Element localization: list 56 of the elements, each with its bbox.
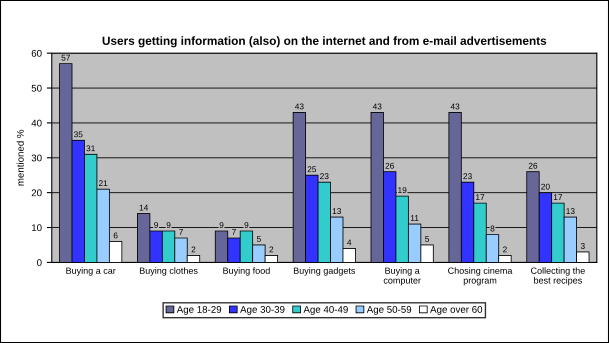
y-tick-label: 40 [31,120,42,127]
data-label: 14 [140,204,148,210]
y-tick-label: 20 [32,189,42,196]
data-label: 43 [372,104,382,110]
data-label: 35 [74,131,83,138]
data-label: 43 [450,104,460,110]
data-label: 5 [425,236,430,242]
x-tick-label: Buying a computer [384,267,421,286]
data-label: 4 [347,240,352,246]
x-tick-label: Buying gadgets [294,267,356,276]
y-tick-label: 10 [32,224,42,232]
x-tick-label: Buying clothes [140,267,198,276]
data-label: 3 [580,242,585,249]
y-tick-label: 60 [32,50,42,57]
data-label: 13 [332,208,342,214]
data-label: 26 [528,162,538,169]
x-tick-label: Collecting the best recipes [530,267,585,286]
legend-label: Age 18-29 [176,306,222,315]
data-label: 13 [566,208,575,214]
y-tick-label: 50 [32,84,42,92]
y-axis-title: mentioned % [16,130,24,186]
data-label: 2 [503,246,507,252]
data-label: 43 [294,104,304,110]
x-tick-label: Chosing cinema program [448,267,512,286]
data-label: 2 [269,246,274,252]
data-label: 9 [154,222,158,228]
data-label: 11 [410,215,419,221]
x-tick-label: Buying food [223,267,270,276]
legend-label: Age 50-59 [366,306,412,315]
data-label: 6 [114,232,118,238]
data-label: 21 [98,180,108,186]
legend-label: Age over 60 [430,306,482,315]
data-label: 7 [232,229,236,235]
y-tick-label: 0 [37,259,42,266]
data-label: 25 [308,166,316,172]
y-tick-label: 30 [32,154,42,162]
data-label: 31 [86,145,95,152]
legend-label: Age 40-49 [303,306,348,315]
legend-label: Age 30-39 [240,306,284,315]
data-label: 17 [476,194,484,200]
data-label: 9 [244,222,248,228]
data-label: 2 [192,246,196,252]
data-label: 23 [320,173,329,180]
data-label: 23 [463,173,472,180]
data-label: 57 [61,54,70,61]
chart-title: Users getting information (also) on the internet and from e-mail advertisements [102,36,546,48]
data-label: 8 [490,226,494,232]
x-tick-label: Buying a car [66,267,116,276]
data-label: 20 [541,184,550,190]
data-label: 9 [166,222,170,228]
data-label: 26 [385,162,394,169]
data-label: 7 [179,229,183,235]
data-label: 9 [220,222,224,228]
data-label: 5 [256,236,261,242]
data-label: 19 [398,187,406,194]
data-label: 17 [554,194,562,200]
